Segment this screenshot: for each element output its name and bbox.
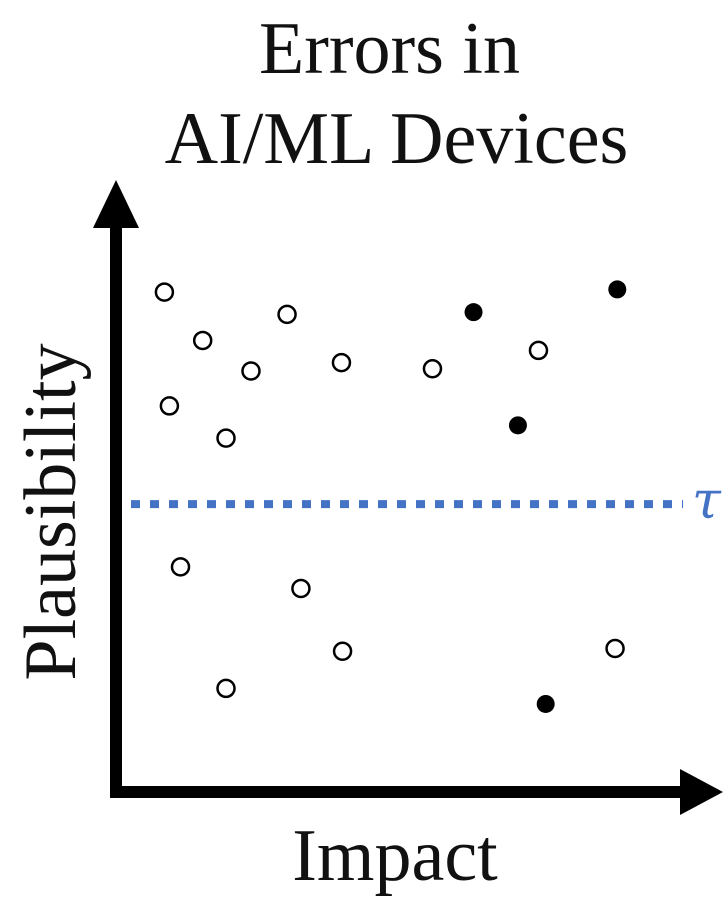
open-data-point bbox=[159, 396, 180, 416]
open-data-point bbox=[154, 282, 175, 302]
open-data-point bbox=[192, 330, 213, 351]
open-data-point bbox=[331, 352, 352, 373]
chart-title-line-2: AI/ML Devices bbox=[164, 98, 629, 180]
x-axis-label: Impact bbox=[292, 815, 498, 897]
y-axis-label: Plausibility bbox=[10, 343, 92, 680]
filled-data-point bbox=[608, 280, 627, 299]
open-data-point bbox=[332, 641, 353, 661]
open-data-point bbox=[605, 638, 625, 659]
open-data-point bbox=[528, 340, 549, 361]
data-points bbox=[154, 280, 627, 713]
open-data-point bbox=[291, 578, 311, 599]
threshold-label: τ bbox=[692, 471, 722, 531]
filled-data-point bbox=[464, 303, 483, 322]
open-data-point bbox=[422, 359, 443, 379]
filled-data-point bbox=[536, 694, 555, 713]
open-data-point bbox=[216, 428, 236, 448]
x-axis-arrowhead bbox=[680, 769, 723, 815]
open-data-point bbox=[216, 678, 236, 699]
chart-title-line-1: Errors in bbox=[259, 8, 520, 90]
open-data-point bbox=[170, 557, 191, 577]
y-axis-arrowhead bbox=[93, 180, 139, 228]
open-data-point bbox=[277, 304, 297, 325]
open-data-point bbox=[241, 361, 261, 381]
filled-data-point bbox=[508, 416, 527, 435]
